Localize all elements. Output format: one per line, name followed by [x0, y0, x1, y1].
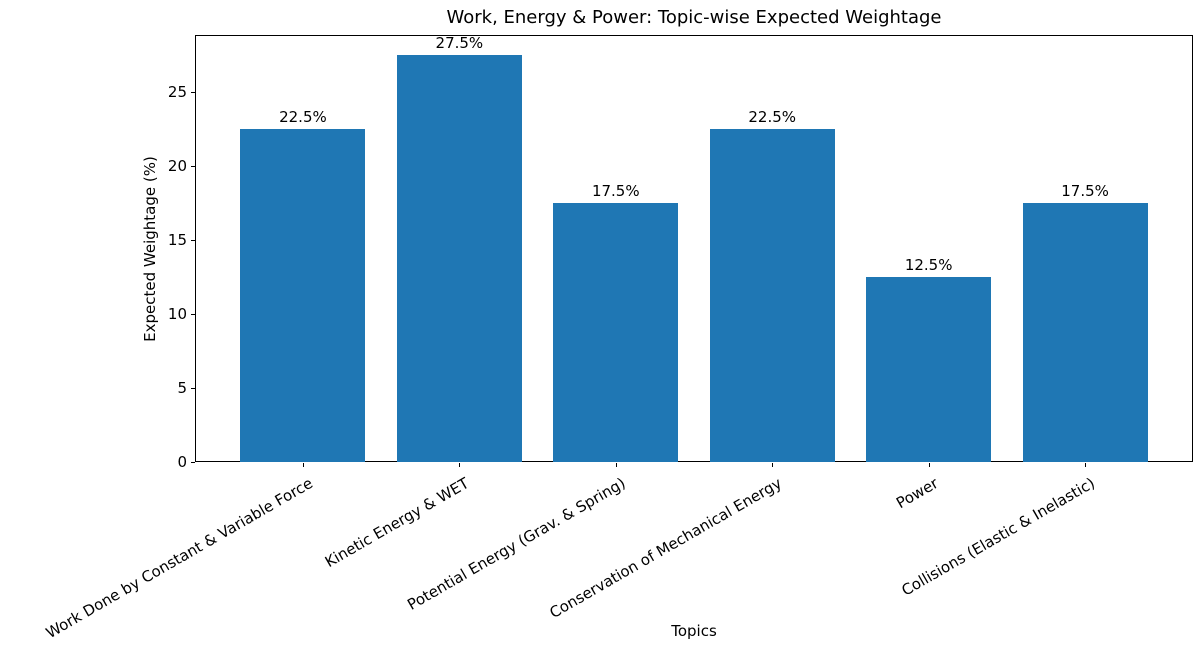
- y-tick-label: 20: [167, 157, 187, 176]
- y-axis-tick: [191, 239, 195, 241]
- y-axis-tick: [191, 91, 195, 93]
- bar-value-label: 17.5%: [591, 182, 640, 201]
- chart-title: Work, Energy & Power: Topic-wise Expecte…: [446, 7, 942, 28]
- bar: [1022, 203, 1148, 462]
- y-tick-label: 10: [167, 305, 187, 324]
- y-axis-tick: [191, 165, 195, 167]
- y-tick-label: 25: [167, 83, 187, 102]
- bar-value-label: 27.5%: [435, 34, 484, 53]
- x-axis-tick: [615, 463, 617, 467]
- bar-value-label: 22.5%: [748, 108, 797, 127]
- x-tick-label: Work Done by Constant & Variable Force: [42, 474, 316, 643]
- y-axis-tick: [191, 387, 195, 389]
- x-axis-tick: [459, 463, 461, 467]
- x-tick-label: Kinetic Energy & WET: [322, 474, 473, 572]
- bar: [866, 277, 992, 462]
- x-axis-label: Topics: [671, 622, 717, 640]
- x-axis-tick: [928, 463, 930, 467]
- y-axis-tick: [191, 313, 195, 315]
- bar: [553, 203, 679, 462]
- bar: [240, 129, 366, 462]
- x-axis-tick: [772, 463, 774, 467]
- bar-value-label: 22.5%: [279, 108, 327, 127]
- y-axis-tick: [191, 461, 195, 463]
- x-axis-tick: [1085, 463, 1087, 467]
- bar: [709, 129, 835, 462]
- y-tick-label: 15: [167, 231, 187, 250]
- x-tick-label: Power: [893, 474, 942, 513]
- bar-value-label: 17.5%: [1061, 182, 1109, 201]
- bar-value-label: 12.5%: [904, 256, 953, 275]
- y-tick-label: 0: [177, 453, 187, 471]
- y-tick-label: 5: [177, 379, 187, 398]
- x-axis-tick: [302, 463, 304, 467]
- y-axis-label: Expected Weightage (%): [141, 155, 159, 342]
- bar: [396, 55, 522, 462]
- y-axis-label-container: Expected Weightage (%): [133, 35, 167, 462]
